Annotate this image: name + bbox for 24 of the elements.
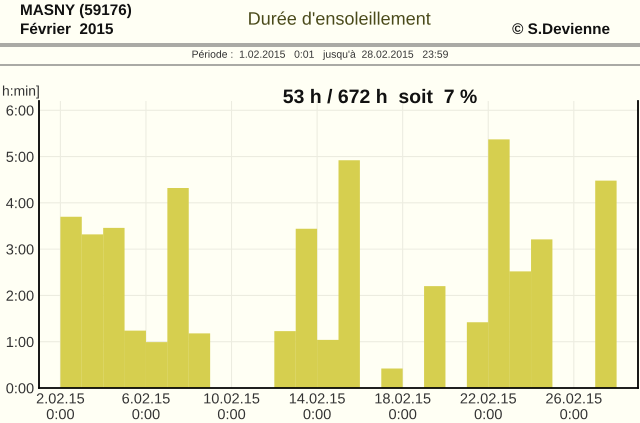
x-tick-label: 22.02.15 0:00 [460,393,516,420]
text: Février 2015 [21,22,114,34]
x-tick-label: 2.02.15 0:00 [36,393,84,420]
text: © S.Devienne [512,22,610,34]
bar [381,368,403,388]
y-tick-label: 4:00 [6,198,34,208]
y-tick-label: 0:00 [6,383,34,394]
y-tick-label: 6:00 [6,105,34,116]
bar [595,180,617,388]
text: MASNY (59176) [21,4,132,18]
y-tick-label: 3:00 [6,244,34,255]
y-tick-label: 5:00 [6,152,34,162]
bar [424,286,446,388]
x-tick-label: 6.02.15 0:00 [122,393,170,420]
y-tick-label: 1:00 [6,336,34,348]
x-tick-label: 10.02.15 0:00 [204,393,260,420]
x-tick-label: 26.02.15 0:00 [546,393,602,420]
annotation: 53 h / 672 h soit 7 % [283,88,477,104]
chart-title: Durée d'ensoleillement [249,11,431,25]
chart-subtitle: Période : 1.02.2015 0:01 jusqu'à 28.02.2015 23:59 [192,50,448,60]
x-tick-label: 18.02.15 0:00 [375,393,430,420]
y-tick-label: 2:00 [6,290,34,301]
x-tick-label: 14.02.15 0:00 [290,393,345,420]
y-axis-title: h:min] [2,86,39,98]
